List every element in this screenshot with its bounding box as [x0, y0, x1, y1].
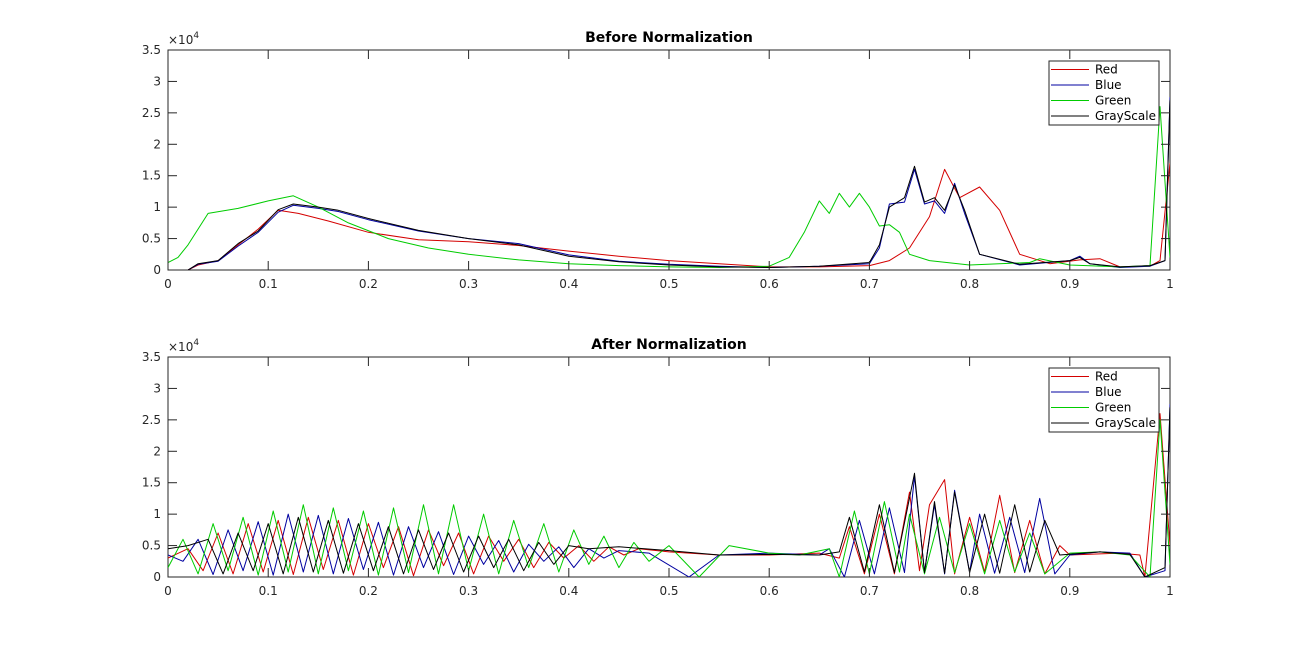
x-tick-label: 1	[1166, 584, 1174, 598]
series-group	[168, 97, 1170, 270]
series-line-blue	[187, 97, 1170, 270]
y-tick-label: 3	[153, 74, 161, 88]
legend-box	[1048, 367, 1160, 433]
y-exponent-power: 4	[193, 31, 199, 41]
y-tick-label: 1.5	[142, 476, 161, 490]
y-exponent-label: ×104	[168, 31, 199, 47]
x-tick-label: 0.7	[860, 584, 879, 598]
x-tick-label: 0.6	[760, 584, 779, 598]
y-tick-label: 1	[153, 507, 161, 521]
y-tick-label: 0	[153, 263, 161, 277]
chart-title: After Normalization	[591, 337, 746, 353]
x-tick-label: 0.2	[359, 584, 378, 598]
x-tick-label: 0.2	[359, 277, 378, 291]
y-tick-label: 0.5	[142, 539, 161, 553]
y-tick-label: 3	[153, 381, 161, 395]
legend-box	[1048, 60, 1160, 126]
y-tick-label: 2	[153, 444, 161, 458]
x-tick-label: 0.5	[659, 277, 678, 291]
y-tick-label: 0.5	[142, 232, 161, 246]
y-exponent-base: ×10	[168, 340, 193, 354]
series-group	[168, 404, 1170, 577]
y-tick-label: 3.5	[142, 43, 161, 57]
y-exponent-base: ×10	[168, 33, 193, 47]
series-line-grayscale	[187, 100, 1170, 270]
x-tick-label: 0.3	[459, 584, 478, 598]
y-tick-label: 2.5	[142, 106, 161, 120]
legend-label-grayscale: GrayScale	[1095, 416, 1156, 430]
y-tick-label: 0	[153, 570, 161, 584]
series-line-green	[168, 106, 1170, 268]
x-tick-label: 0.9	[1060, 277, 1079, 291]
x-tick-label: 0.8	[960, 584, 979, 598]
x-tick-label: 1	[1166, 277, 1174, 291]
chart-title: Before Normalization	[585, 30, 753, 46]
x-tick-label: 0.1	[259, 584, 278, 598]
x-tick-label: 0	[164, 584, 172, 598]
x-tick-label: 0.6	[760, 277, 779, 291]
legend-label-grayscale: GrayScale	[1095, 109, 1156, 123]
y-tick-label: 1	[153, 200, 161, 214]
legend-label-blue: Blue	[1095, 385, 1122, 399]
x-tick-label: 0.4	[559, 277, 578, 291]
legend-label-red: Red	[1095, 370, 1118, 384]
series-line-grayscale	[168, 407, 1170, 577]
y-tick-label: 2.5	[142, 413, 161, 427]
y-exponent-power: 4	[193, 338, 199, 348]
after-normalization-panel: After Normalization 0 0.1 0.2 0.3 0.4 0.5 0.6 0.…	[142, 337, 1174, 598]
x-tick-label: 0.3	[459, 277, 478, 291]
legend-label-green: Green	[1095, 94, 1131, 108]
before-normalization-panel: Before Normalization 0 0.1 0.2 0.3 0.4 0.5 0.6 0…	[142, 30, 1174, 291]
x-tick-label: 0.1	[259, 277, 278, 291]
y-tick-label: 1.5	[142, 169, 161, 183]
axes-box	[167, 356, 1171, 578]
legend-label-blue: Blue	[1095, 78, 1122, 92]
axes-box	[167, 49, 1171, 271]
x-tick-label: 0.9	[1060, 584, 1079, 598]
legend-label-red: Red	[1095, 63, 1118, 77]
y-tick-label: 3.5	[142, 350, 161, 364]
x-tick-label: 0	[164, 277, 172, 291]
legend-label-green: Green	[1095, 401, 1131, 415]
x-tick-label: 0.4	[559, 584, 578, 598]
x-tick-label: 0.5	[659, 584, 678, 598]
x-tick-label: 0.7	[860, 277, 879, 291]
y-tick-label: 2	[153, 137, 161, 151]
y-exponent-label: ×104	[168, 338, 199, 354]
x-tick-label: 0.8	[960, 277, 979, 291]
